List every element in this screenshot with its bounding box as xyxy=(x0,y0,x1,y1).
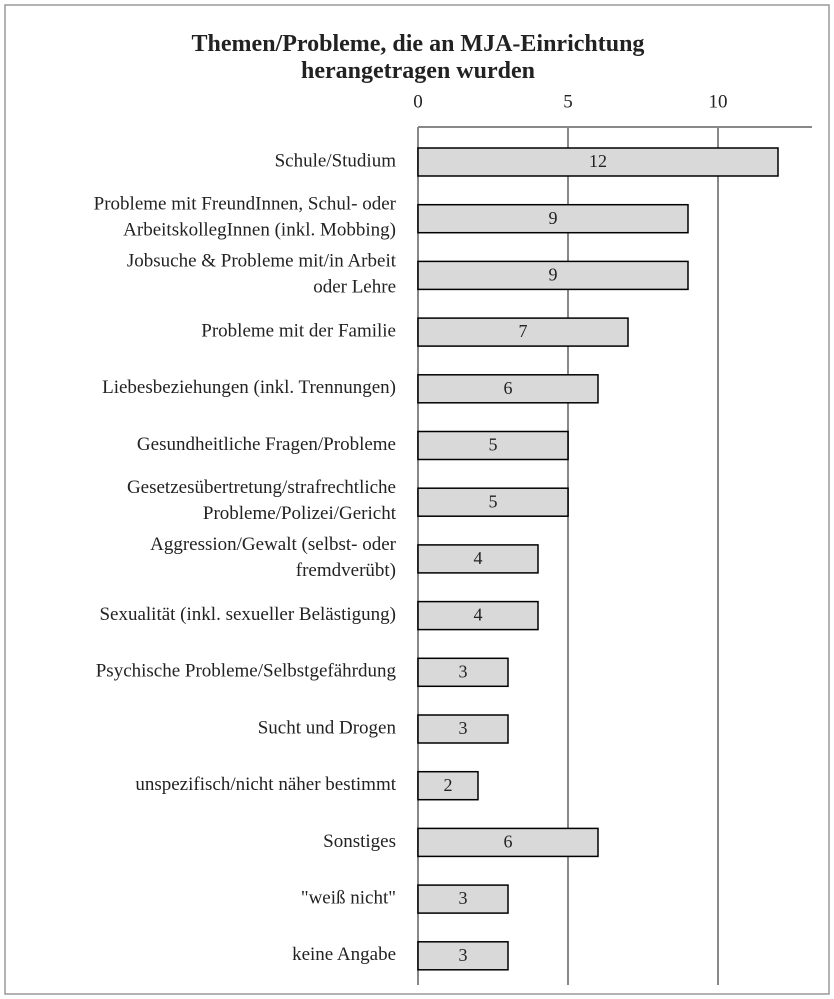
category-label: Sucht und Drogen xyxy=(258,717,397,738)
category-label: Aggression/Gewalt (selbst- oder fremdverü… xyxy=(150,534,397,581)
data-label: 2 xyxy=(444,775,453,795)
data-label: 3 xyxy=(459,718,468,738)
bar xyxy=(417,147,779,177)
chart-title: Themen/Probleme, die an MJA-Einrichtung h… xyxy=(192,31,645,84)
data-label: 5 xyxy=(489,435,498,455)
bar xyxy=(417,544,539,574)
category-label: Gesundheitliche Fragen/Probleme xyxy=(137,434,396,455)
data-label: 4 xyxy=(474,605,483,625)
data-label: 3 xyxy=(459,661,468,681)
bar xyxy=(417,317,629,347)
bar xyxy=(417,884,509,914)
bar xyxy=(417,600,539,631)
category-label: Psychische Probleme/Selbstgefährdung xyxy=(96,661,397,682)
bar xyxy=(417,657,509,688)
category-label: Probleme mit der Familie xyxy=(201,320,396,341)
category-label: "weiß nicht" xyxy=(301,887,396,908)
category-label: keine Angabe xyxy=(292,944,396,965)
data-label: 5 xyxy=(489,491,498,511)
bar xyxy=(417,260,689,291)
data-label: 7 xyxy=(519,321,528,341)
bar xyxy=(417,714,509,744)
category-label: Schule/Studium xyxy=(275,150,397,171)
bar xyxy=(417,827,599,858)
x-tick-label: 0 xyxy=(413,91,423,112)
category-label: Jobsuche & Probleme mit/in Arbeit oder Le… xyxy=(127,251,397,298)
bar xyxy=(417,203,689,234)
data-label: 9 xyxy=(549,208,558,228)
data-label: 6 xyxy=(504,832,513,852)
category-label: Sonstiges xyxy=(323,831,396,852)
bar xyxy=(417,487,569,517)
category-label: unspezifisch/nicht näher bestimmt xyxy=(135,774,396,795)
category-label: Gesetzesübertretung/strafrechtliche Probl… xyxy=(127,478,397,525)
chart-border xyxy=(4,4,830,995)
category-label: Sexualität (inkl. sexueller Belästigung) xyxy=(99,604,396,625)
data-label: 6 xyxy=(504,378,513,398)
x-tick-label: 10 xyxy=(709,91,728,112)
category-label: Probleme mit FreundInnen, Schul- oder Arb… xyxy=(94,194,397,241)
data-label: 12 xyxy=(589,151,607,171)
x-tick-label: 5 xyxy=(563,91,573,112)
bar xyxy=(417,941,509,971)
data-label: 4 xyxy=(474,548,483,568)
data-label: 3 xyxy=(459,888,468,908)
bar xyxy=(417,770,479,801)
category-label: Liebesbeziehungen (inkl. Trennungen) xyxy=(102,377,396,398)
bar xyxy=(417,374,599,404)
data-label: 3 xyxy=(459,945,468,965)
bar xyxy=(417,430,569,461)
data-label: 9 xyxy=(549,265,558,285)
